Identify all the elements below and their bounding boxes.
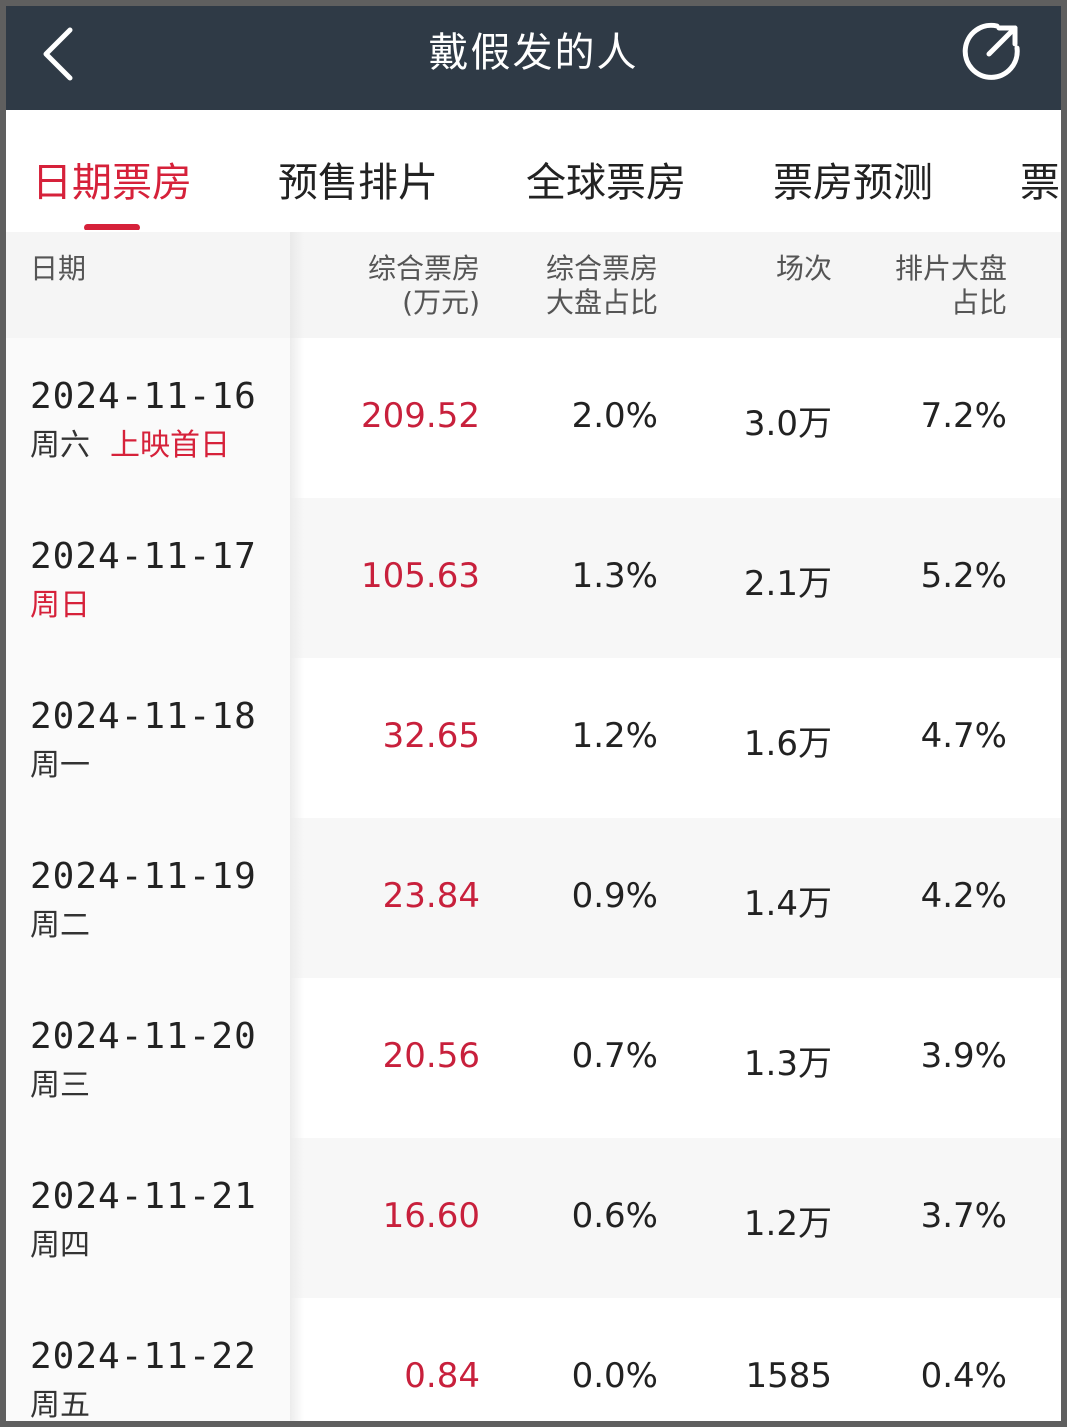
row-schedule: 3.9% [920, 1036, 1007, 1076]
table-row[interactable]: 2024-11-16 周六 上映首日 209.52 2.0% 3.0万 7.2% [6, 338, 1061, 498]
tab-global-boxoffice[interactable]: 全球票房 [526, 160, 686, 206]
row-boxoffice: 0.84 [404, 1356, 480, 1396]
row-share: 0.7% [571, 1036, 658, 1076]
table-row[interactable]: 2024-11-19 周二 23.84 0.9% 1.4万 4.2% [6, 818, 1061, 978]
table-row[interactable]: 2024-11-18 周一 32.65 1.2% 1.6万 4.7% [6, 658, 1061, 818]
row-date: 2024-11-20 [30, 1016, 257, 1057]
row-shows: 1.4万 [743, 884, 832, 924]
col-header-share-line2: 大盘占比 [545, 286, 658, 319]
row-boxoffice: 16.60 [382, 1196, 480, 1236]
row-boxoffice: 105.63 [361, 556, 480, 596]
date-cell: 2024-11-21 周四 [6, 1138, 290, 1298]
col-header-boxoffice[interactable]: 综合票房 (万元) [368, 252, 480, 320]
date-cell: 2024-11-19 周二 [6, 818, 290, 978]
table-row[interactable]: 2024-11-20 周三 20.56 0.7% 1.3万 3.9% [6, 978, 1061, 1138]
row-boxoffice: 209.52 [361, 396, 480, 436]
row-shows: 1.6万 [743, 724, 832, 764]
chevron-left-icon[interactable] [36, 24, 86, 84]
column-divider [290, 658, 304, 818]
row-date: 2024-11-17 [30, 536, 257, 577]
row-weekday: 周一 [30, 748, 90, 783]
row-date: 2024-11-21 [30, 1176, 257, 1217]
row-weekday: 周三 [30, 1068, 90, 1103]
app-frame: 戴假发的人 日期票房 预售排片 全球票房 票房预测 票房 日期 综合票房 (万元… [6, 6, 1061, 1421]
col-header-shows[interactable]: 场次 [775, 252, 832, 285]
row-boxoffice: 32.65 [382, 716, 480, 756]
date-cell: 2024-11-22 周五 [6, 1298, 290, 1421]
table-row[interactable]: 2024-11-21 周四 16.60 0.6% 1.2万 3.7% [6, 1138, 1061, 1298]
row-weekday: 周六 [30, 428, 90, 463]
col-header-schedule-line1: 排片大盘 [894, 252, 1007, 285]
row-shows: 3.0万 [743, 404, 832, 444]
row-share: 1.3% [571, 556, 658, 596]
column-divider [290, 498, 304, 658]
row-schedule: 0.4% [920, 1356, 1007, 1396]
column-divider [290, 338, 304, 498]
release-day-label: 上映首日 [110, 428, 230, 463]
column-divider [290, 1298, 304, 1421]
row-date: 2024-11-22 [30, 1336, 257, 1377]
row-share: 1.2% [571, 716, 658, 756]
row-schedule: 7.2% [920, 396, 1007, 436]
row-share: 2.0% [571, 396, 658, 436]
row-shows: 1.3万 [743, 1044, 832, 1084]
col-header-share-line1: 综合票房 [545, 252, 658, 285]
row-schedule: 4.2% [920, 876, 1007, 916]
date-cell: 2024-11-16 周六 上映首日 [6, 338, 290, 498]
share-icon[interactable] [961, 18, 1025, 82]
col-header-schedule-line2: 占比 [950, 286, 1007, 319]
column-divider [290, 818, 304, 978]
table-row[interactable]: 2024-11-17 周日 105.63 1.3% 2.1万 5.2% [6, 498, 1061, 658]
column-divider [290, 978, 304, 1138]
col-header-boxoffice-line1: 综合票房 [367, 252, 480, 285]
row-date: 2024-11-16 [30, 376, 257, 417]
tab-presale-schedule[interactable]: 预售排片 [278, 160, 438, 206]
column-divider [290, 1138, 304, 1298]
col-header-share[interactable]: 综合票房 大盘占比 [546, 252, 658, 320]
row-shows: 1585 [745, 1356, 832, 1396]
row-schedule: 5.2% [920, 556, 1007, 596]
col-header-date[interactable]: 日期 [30, 252, 87, 285]
active-tab-indicator [84, 224, 140, 230]
row-share: 0.9% [571, 876, 658, 916]
table-row[interactable]: 2024-11-22 周五 0.84 0.0% 1585 0.4% [6, 1298, 1061, 1421]
date-cell: 2024-11-20 周三 [6, 978, 290, 1138]
tab-daily-boxoffice[interactable]: 日期票房 [32, 160, 192, 206]
tab-bar: 日期票房 预售排片 全球票房 票房预测 票房 [6, 110, 1061, 230]
row-shows: 1.2万 [743, 1204, 832, 1244]
column-divider [290, 232, 304, 338]
row-weekday: 周五 [30, 1388, 90, 1421]
tab-more[interactable]: 票房 [1020, 160, 1061, 206]
tab-boxoffice-forecast[interactable]: 票房预测 [773, 160, 933, 206]
date-cell: 2024-11-17 周日 [6, 498, 290, 658]
row-weekday: 周日 [30, 588, 90, 623]
date-cell: 2024-11-18 周一 [6, 658, 290, 818]
page-title: 戴假发的人 [428, 30, 639, 76]
row-shows: 2.1万 [743, 564, 832, 604]
row-date: 2024-11-18 [30, 696, 257, 737]
top-bar: 戴假发的人 [6, 6, 1061, 110]
row-weekday: 周四 [30, 1228, 90, 1263]
row-schedule: 3.7% [920, 1196, 1007, 1236]
table-header: 日期 综合票房 (万元) 综合票房 大盘占比 场次 排片大盘 占比 [6, 232, 1061, 338]
row-boxoffice: 20.56 [382, 1036, 480, 1076]
col-header-schedule[interactable]: 排片大盘 占比 [895, 252, 1007, 320]
row-boxoffice: 23.84 [382, 876, 480, 916]
row-share: 0.6% [571, 1196, 658, 1236]
row-share: 0.0% [571, 1356, 658, 1396]
col-header-boxoffice-line2: (万元) [402, 286, 480, 319]
row-date: 2024-11-19 [30, 856, 257, 897]
row-schedule: 4.7% [920, 716, 1007, 756]
row-weekday: 周二 [30, 908, 90, 943]
